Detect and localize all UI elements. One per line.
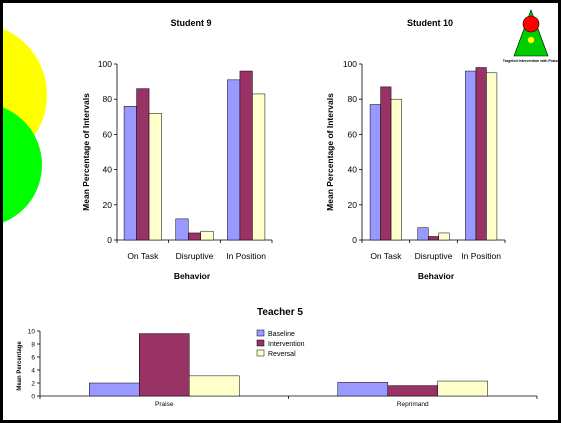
teacher-5-category-label: Reprimand [397, 401, 429, 408]
student-9-y-tick-label: 80 [103, 94, 113, 104]
student-9-category-label: On Task [127, 251, 159, 261]
student-10-y-tick-label: 0 [352, 235, 357, 245]
student-9-y-tick-label: 60 [103, 129, 113, 139]
student-9-category-label: In Position [226, 251, 266, 261]
green-circle-decoration [2, 107, 42, 223]
student-10-bar [486, 72, 498, 241]
student-10-y-label: Mean Percentage of Intervals [325, 93, 335, 211]
logo-caption: Targeted Intervention with Praise [503, 59, 559, 63]
student-9-title: Student 9 [170, 18, 211, 28]
student-10-category-label: In Position [461, 251, 501, 261]
student-9-y-tick-label: 100 [98, 59, 112, 69]
teacher-5-legend-label: Baseline [268, 331, 295, 338]
student-9-x-label: Behavior [174, 271, 211, 281]
student-10-y-tick-label: 40 [348, 165, 358, 175]
teacher-5-legend-swatch [256, 329, 265, 337]
teacher-5-y-label: Mean Percentage [17, 341, 23, 391]
teacher-5-bar [139, 333, 190, 397]
student-10-bar [417, 227, 429, 241]
teacher-5-legend-label: Reversal [268, 351, 296, 358]
student-10-category-label: On Task [370, 251, 402, 261]
student-9-y-tick-label: 20 [103, 200, 113, 210]
teacher-5-y-tick-label: 10 [28, 328, 36, 335]
logo-disc [522, 15, 540, 33]
student-10-bar [390, 98, 402, 241]
teacher-5-bar [437, 380, 488, 397]
logo-triangle [513, 9, 549, 57]
student-10-y-tick-label: 60 [348, 129, 358, 139]
student-9-y-label: Mean Percentage of Intervals [81, 93, 91, 211]
student-9-bar [200, 230, 214, 241]
student-10-category-label: Disruptive [415, 251, 453, 261]
student-9-bar [175, 218, 189, 241]
teacher-5-category-label: Praise [155, 401, 174, 408]
student-10-y-tick-label: 80 [348, 94, 358, 104]
teacher-5-y-tick-label: 2 [31, 380, 35, 387]
logo-inner-disc [527, 36, 535, 44]
teacher-5-bar [387, 385, 438, 397]
student-10-y-tick-label: 100 [343, 59, 357, 69]
student-9-y-tick-label: 40 [103, 165, 113, 175]
teacher-5-bar [89, 382, 140, 397]
student-10-y-tick-label: 20 [348, 200, 358, 210]
student-9-category-label: Disruptive [176, 251, 214, 261]
teacher-5-bar [189, 375, 240, 397]
logo: Targeted Intervention with Praise [503, 9, 559, 63]
student-10-title: Student 10 [407, 18, 453, 28]
teacher-5-bar [337, 382, 388, 397]
student-9-y-tick-label: 0 [107, 235, 112, 245]
teacher-5-legend-label: Intervention [268, 341, 305, 348]
teacher-5-y-tick-label: 8 [31, 341, 35, 348]
teacher-5-legend-swatch [256, 339, 265, 347]
student-10-bar [438, 232, 450, 241]
student-9-bar [148, 113, 162, 241]
teacher-5-y-tick-label: 4 [31, 367, 35, 374]
teacher-5-y-tick-label: 6 [31, 354, 35, 361]
student-10-x-label: Behavior [418, 271, 455, 281]
teacher-5-legend-swatch [256, 349, 265, 357]
teacher-5-title: Teacher 5 [257, 307, 303, 318]
teacher-5-y-tick-label: 0 [31, 393, 35, 400]
student-9-bar [252, 93, 266, 241]
